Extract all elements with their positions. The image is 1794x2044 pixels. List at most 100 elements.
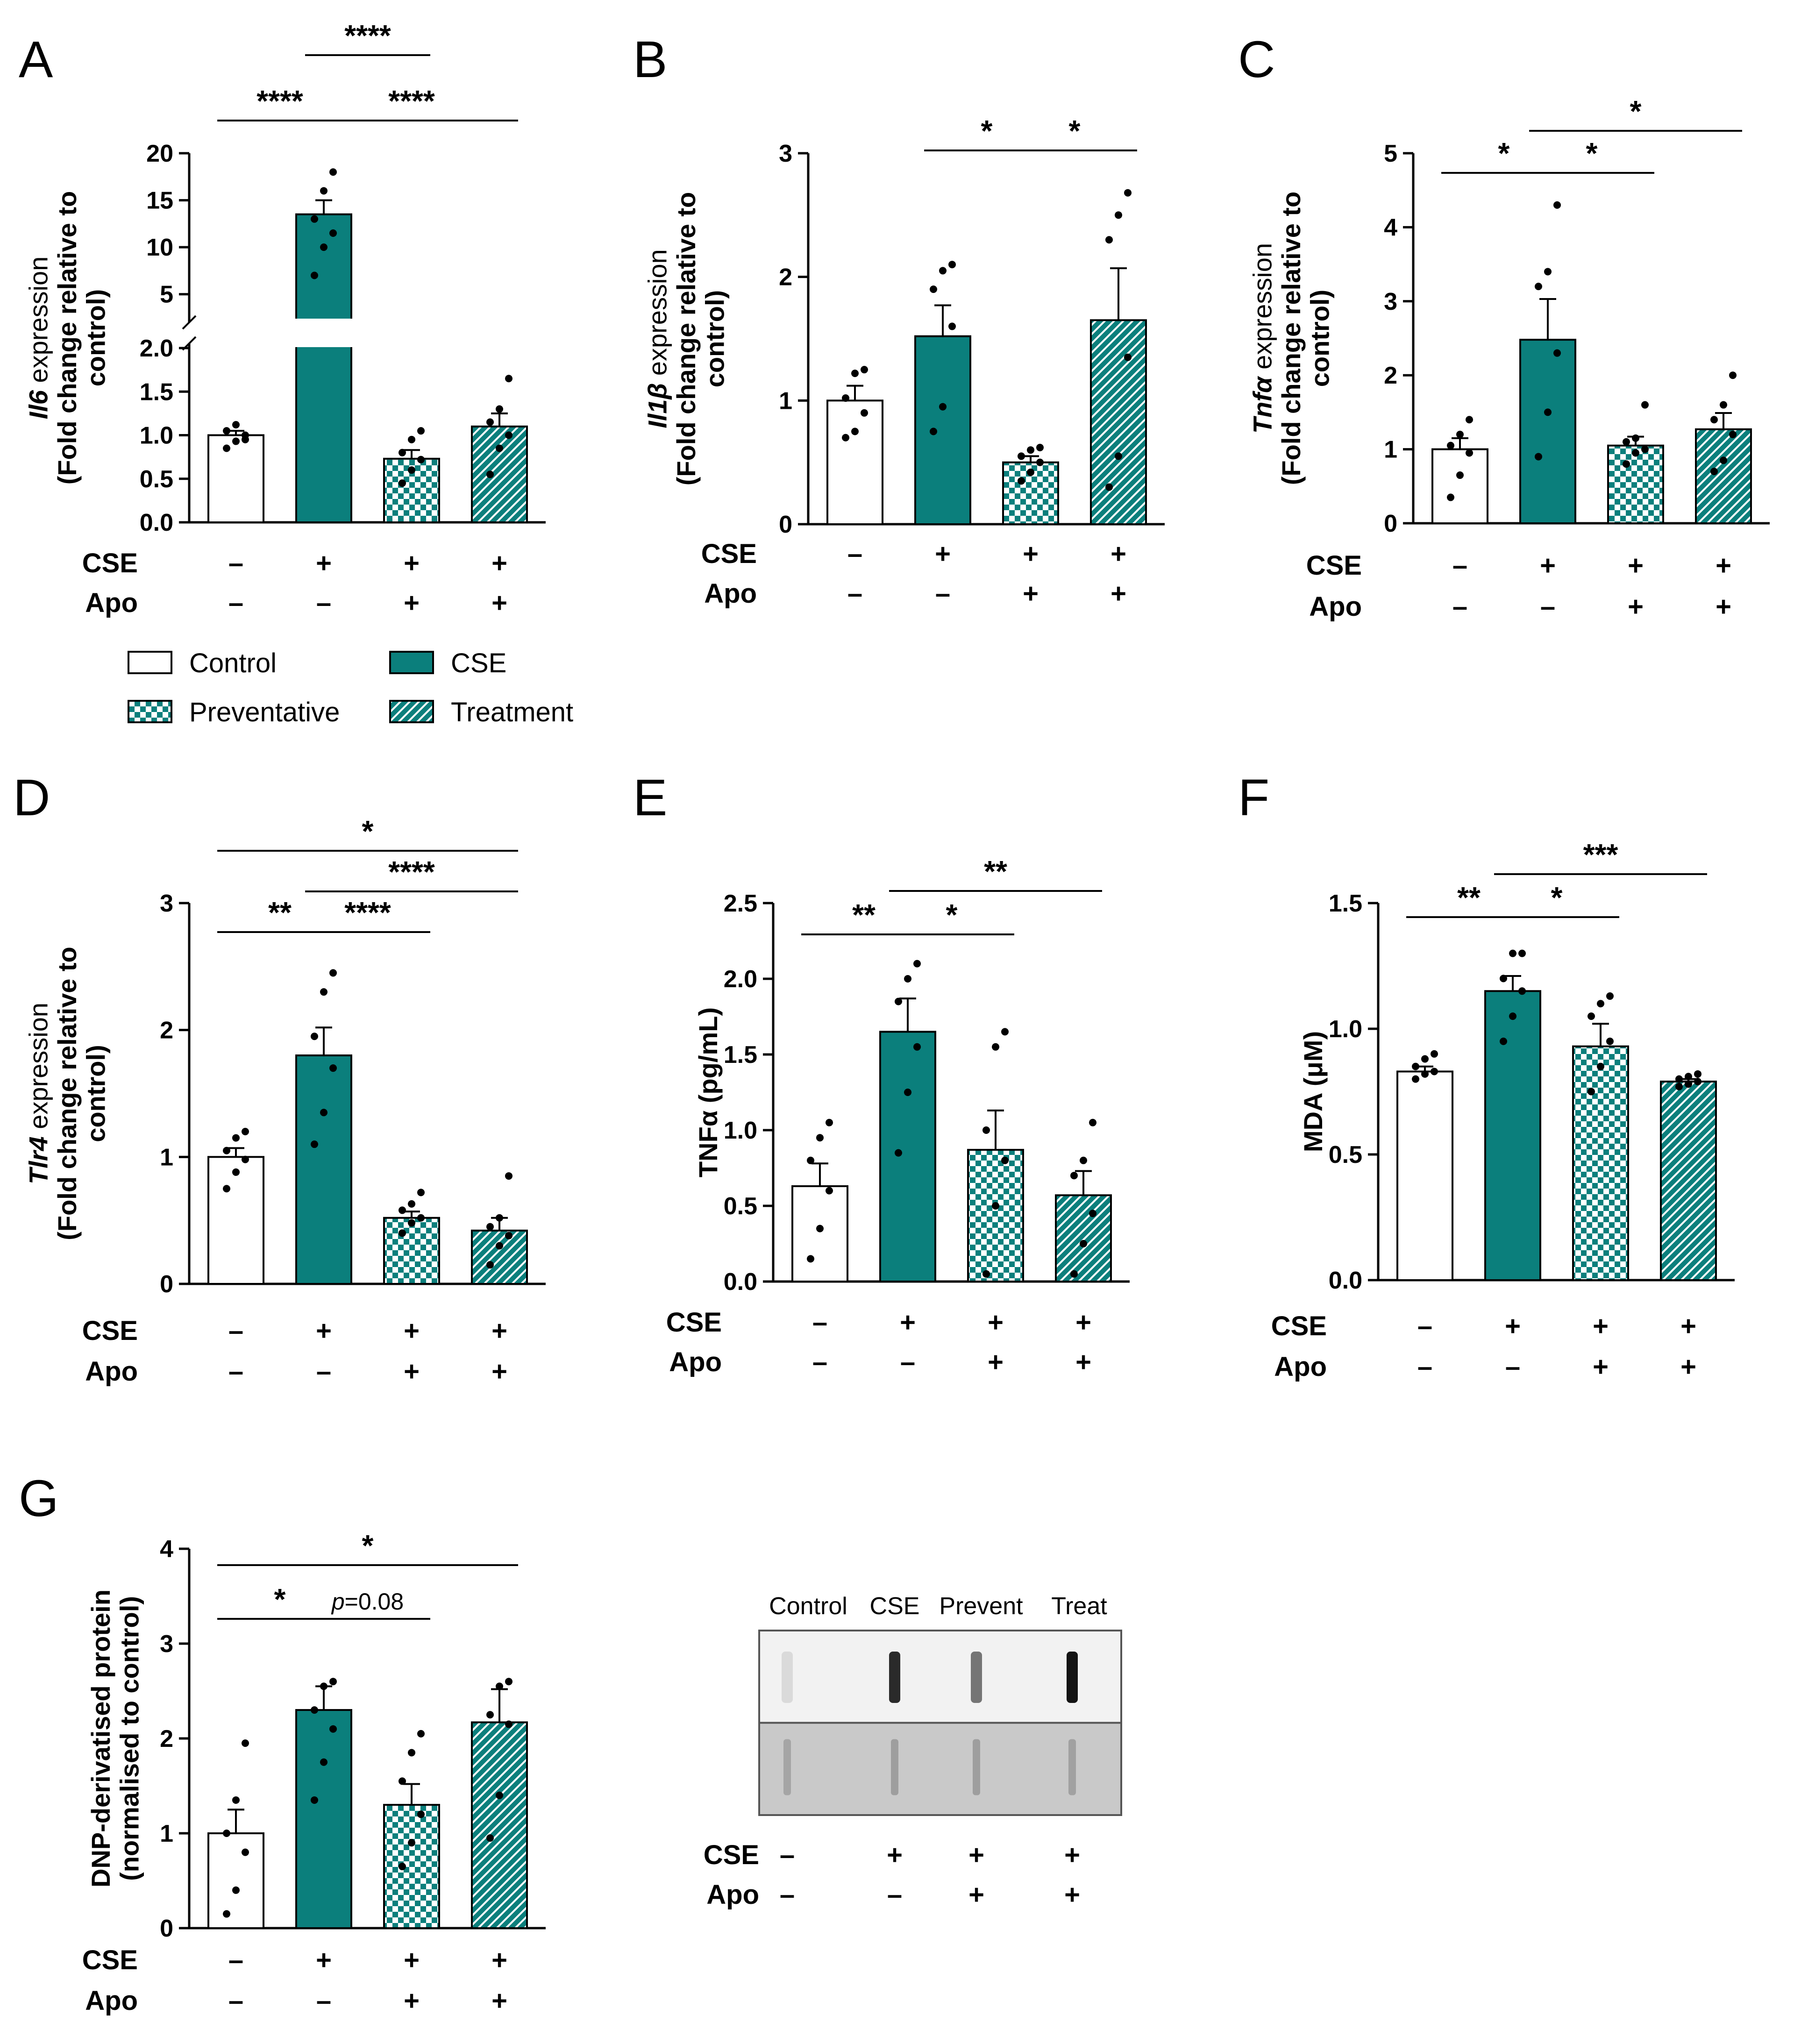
data-point [408, 1219, 415, 1227]
bar-treatment [1660, 1080, 1717, 1281]
data-point [232, 1886, 240, 1894]
data-point [992, 1202, 999, 1210]
data-point [842, 434, 849, 442]
condition-symbol: – [1452, 591, 1467, 622]
y-tick-label: 5 [1384, 140, 1397, 167]
condition-row-label: Apo [85, 1356, 138, 1387]
y-tick-label: 1 [160, 1820, 173, 1847]
data-point [399, 1229, 406, 1237]
legend-swatch [128, 651, 172, 674]
condition-symbol: + [1593, 1352, 1609, 1382]
bar-cse [1519, 339, 1576, 525]
data-point [242, 1848, 249, 1856]
bar-break-gap [295, 319, 353, 347]
condition-row-label: Apo [1274, 1352, 1327, 1382]
condition-symbol: + [1023, 539, 1039, 569]
data-point [399, 1777, 406, 1785]
significance-label: * [1586, 136, 1598, 170]
y-tick-label: 4 [1384, 214, 1397, 241]
condition-symbol: + [1111, 539, 1126, 569]
legend-swatch [389, 651, 434, 674]
y-axis-label-line: (Fold change relative to [671, 192, 701, 486]
significance-label: * [981, 114, 993, 148]
data-point [320, 1758, 327, 1766]
data-point [1553, 349, 1561, 357]
y-tick-label: 3 [160, 1631, 173, 1658]
data-point [861, 409, 868, 417]
data-point [992, 1043, 999, 1051]
condition-symbol: + [491, 588, 507, 618]
y-tick-label: 0.0 [1329, 1267, 1362, 1294]
condition-symbol: + [404, 1945, 420, 1975]
data-point [1447, 442, 1454, 449]
significance-label: **** [388, 84, 435, 118]
y-tick-label: 2 [779, 264, 792, 291]
data-point [1018, 477, 1025, 485]
data-point [496, 1242, 503, 1250]
bar-cse [295, 213, 352, 523]
data-point [1466, 449, 1473, 457]
data-point [399, 449, 406, 456]
y-tick-label: 0 [779, 511, 792, 538]
condition-symbol: – [228, 1986, 243, 2016]
data-point [1641, 445, 1649, 453]
y-tick-label: 0.0 [140, 509, 173, 536]
significance-label: * [1630, 94, 1642, 128]
data-point [223, 1830, 230, 1837]
bar-control [1396, 1070, 1453, 1281]
condition-symbol: – [316, 1356, 331, 1387]
condition-row-label: CSE [82, 1316, 138, 1346]
data-point [1720, 456, 1727, 464]
data-point [399, 1863, 406, 1871]
y-axis-label-line: (normalised to control) [115, 1596, 144, 1881]
condition-symbol: – [847, 578, 862, 609]
blot-band-lower [783, 1739, 791, 1795]
significance-label: * [946, 898, 958, 932]
data-point [311, 271, 318, 279]
condition-symbol: – [228, 588, 243, 618]
blot-lane-label: Control [769, 1593, 847, 1620]
data-point [1027, 468, 1034, 476]
y-tick-label: 3 [160, 890, 173, 917]
data-point [223, 427, 230, 435]
bar-cse [1484, 990, 1541, 1282]
data-point [1694, 1077, 1701, 1085]
condition-symbol: – [228, 548, 243, 578]
data-point [1597, 1062, 1604, 1070]
data-point [223, 1147, 230, 1154]
gene-name: Tlr4 [23, 1136, 53, 1184]
data-point [1623, 460, 1630, 468]
y-axis-label-line: Tlr4 expression [23, 1003, 53, 1184]
data-point [505, 1678, 513, 1686]
condition-symbol: + [491, 1316, 507, 1346]
significance-label: p=0.08 [331, 1588, 404, 1615]
data-point [311, 1706, 318, 1714]
y-axis-label-line: (Fold change relative to [1276, 192, 1306, 485]
condition-symbol: + [1111, 578, 1126, 609]
significance-label: * [1069, 114, 1081, 148]
significance-label: *** [1583, 838, 1618, 871]
data-point [1729, 430, 1737, 438]
data-point [505, 375, 513, 383]
bar-control [1431, 448, 1488, 524]
y-tick-label: 2.0 [724, 966, 757, 993]
data-point [486, 1834, 494, 1842]
data-point [939, 403, 947, 411]
condition-symbol: – [887, 1880, 902, 1910]
data-point [232, 1134, 240, 1142]
data-point [1412, 1075, 1419, 1083]
panel-letter: C [1238, 31, 1275, 88]
data-point [329, 1064, 337, 1072]
condition-symbol: – [316, 588, 331, 618]
data-point [417, 456, 425, 463]
data-point [1535, 453, 1542, 461]
y-tick-label: 3 [779, 140, 792, 167]
data-point [1518, 987, 1526, 995]
y-tick-label: 1.0 [140, 422, 173, 449]
data-point [904, 1089, 911, 1096]
bar-preventative [967, 1149, 1024, 1283]
data-point [1544, 408, 1552, 416]
data-point [1588, 1088, 1595, 1096]
bar-cse [295, 1709, 352, 1930]
condition-symbol: + [988, 1307, 1004, 1338]
